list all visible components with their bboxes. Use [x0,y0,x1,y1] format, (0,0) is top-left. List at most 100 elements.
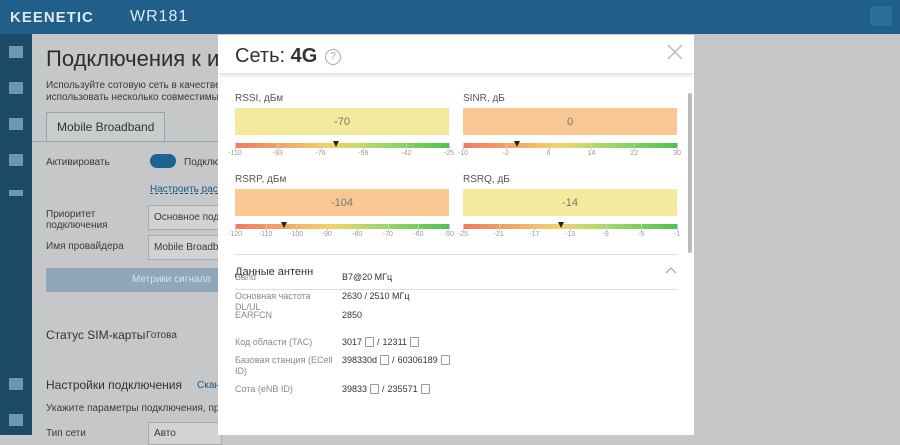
settings-link[interactable]: Скан [197,380,220,391]
scrollbar[interactable] [688,93,692,253]
tick-mark [498,224,500,231]
sim-label: Статус SIM-карты [46,328,146,342]
tick-label: -25 [443,150,455,157]
tick-mark [677,143,678,150]
tick-label: -9 [602,231,609,238]
title-prefix: Сеть: [235,45,286,67]
chevron [665,267,677,274]
tick-label: -110 [228,150,242,157]
section-title: Данные антенн [235,266,314,278]
value-text: 60306189 [397,355,438,365]
gauge-scale [235,143,449,148]
tab-line [32,141,218,142]
priority-label: Приоритет подключения [46,209,108,231]
metrics-button[interactable]: Метрики сигнала [46,268,218,292]
help-icon[interactable]: ? [325,49,341,65]
page-title: Подключения к и [46,46,220,71]
tick-label: -21 [493,231,504,238]
sim-value: Готова [146,330,177,341]
copy-icon[interactable] [420,384,430,394]
sidebar-icons[interactable] [9,46,23,196]
tick-label: -90 [321,231,332,238]
activate-state: Подклю [184,157,221,168]
divider [235,254,677,255]
divider [235,289,677,290]
tick-mark [363,143,365,150]
gauge-scale [235,224,449,229]
copy-icon[interactable] [365,337,375,347]
tick-mark [449,224,450,231]
tick-mark [406,143,408,150]
schedule-link[interactable]: Настроить распи [150,184,229,195]
row-label: EARFCN [235,310,273,320]
value-text: 2850 [342,310,363,320]
tick-mark [605,224,607,231]
gauge-marker [332,141,339,147]
row-value: 3017 /12311 [342,337,419,347]
gauge-marker [513,141,520,147]
row-value: 398330d /60306189 [342,355,450,365]
close-button[interactable] [667,44,683,60]
tick-label: -70 [382,231,393,238]
modal-title: Сеть: 4G [235,45,317,68]
tick-label: 30 [673,150,681,157]
gauge-value: -70 [235,108,449,135]
tick-mark [320,143,322,150]
modal-header [218,35,694,73]
row-label: Сота (eNB ID) [235,384,293,394]
value-text: 3017 [342,337,363,347]
tick-label: -110 [258,231,273,238]
value-text: 398330d [342,355,378,365]
row-label: Основная частота DL/UL [235,291,311,312]
provider-label: Имя провайдера [46,241,124,252]
tick-mark [265,224,267,231]
tick-mark [505,143,507,150]
row-label: Band [235,272,257,282]
copy-icon[interactable] [370,384,380,394]
tab[interactable]: Mobile Broadband [46,112,166,141]
search-button[interactable] [870,6,892,26]
provider-value[interactable]: Mobile Broadban [148,235,230,260]
brand: KEENETIC [10,9,94,26]
tick-mark [463,224,464,231]
tick-mark [634,143,636,150]
row-label: Код области (TAC) [235,337,313,347]
tick-label: -93 [272,150,283,157]
tick-label: -17 [529,231,540,238]
row-value: 39833 /235571 [342,384,430,394]
tick-mark [235,143,236,150]
tick-mark [418,224,420,231]
collapse-icon[interactable] [665,266,677,274]
tick-label: 22 [630,150,639,157]
tick-label: -50 [443,231,455,238]
gauge-marker [558,222,565,228]
net-type-value[interactable]: Авто [148,422,222,445]
tick-mark [591,143,593,150]
tick-mark [357,224,359,231]
sidebar-icons-bottom[interactable] [9,378,23,428]
top-bar [0,0,900,34]
toggle[interactable] [150,154,176,168]
copy-icon[interactable] [440,355,450,365]
tick-mark [570,224,571,231]
value-text: / [382,384,385,394]
title-value: 4G [290,45,318,67]
copy-icon[interactable] [380,355,390,365]
tick-label: -13 [564,231,576,238]
tick-mark [387,224,389,231]
priority-value[interactable]: Основное подкл [148,205,230,230]
row-value: 2850 [342,310,362,320]
value-text: 2630 / 2510 МГц [342,291,410,301]
copy-icon[interactable] [409,337,419,347]
tick-label: -5 [638,231,645,238]
gauge-value: 0 [463,108,677,135]
tick-label: -59 [358,150,369,157]
gauge-label: RSRQ, дБ [463,174,510,185]
settings-hint: Укажите параметры подключения, предост [46,403,246,414]
gauge-label: RSRP, дБм [235,174,287,185]
tick-mark [534,224,536,231]
gauge-value: -104 [235,189,449,216]
row-value: B7@20 МГц [342,272,392,282]
tick-label: 6 [546,150,551,157]
